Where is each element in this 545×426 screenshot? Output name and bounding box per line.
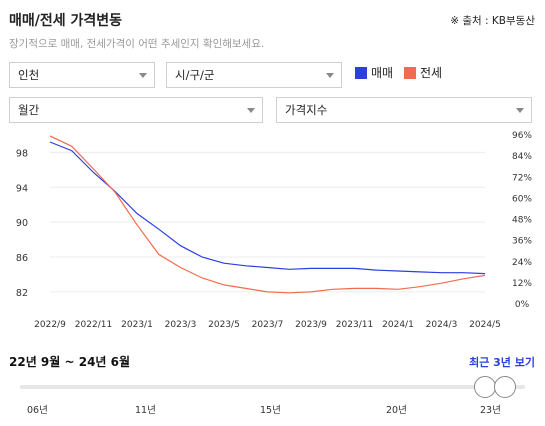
x-tick-label: 2024/3	[426, 320, 458, 330]
period-type-select[interactable]: 월간	[9, 97, 263, 123]
legend-sale-label: 매매	[371, 66, 394, 80]
source-note: ※ 출처 : KB부동산	[450, 15, 535, 27]
x-tick-label: 2023/5	[208, 320, 240, 330]
y-left-tick-label: 98	[16, 148, 28, 159]
legend-jeonse[interactable]: 전세	[404, 64, 442, 81]
year-tick: 11년	[135, 405, 156, 416]
y-right-tick-label: 12%	[512, 279, 532, 289]
index-type-select-value: 가격지수	[285, 103, 328, 117]
price-index-chart: 82 86 90 94 98 0% 12% 24% 36% 48% 60% 72% 84% 96% 20…	[16, 131, 533, 330]
series-line-전세	[49, 135, 486, 294]
range-slider-end-handle[interactable]	[494, 376, 516, 398]
range-slider-track[interactable]	[20, 385, 525, 389]
y-right-tick-label: 24%	[512, 258, 532, 268]
chevron-down-icon	[139, 73, 147, 78]
y-right-tick-label: 60%	[512, 194, 532, 204]
sale-color-swatch	[355, 66, 367, 79]
district-select[interactable]: 시/구/군	[166, 62, 342, 88]
y-right-tick-label: 96%	[512, 131, 532, 141]
chevron-down-icon	[326, 73, 334, 78]
x-tick-label: 2022/9	[34, 320, 66, 330]
x-tick-label: 2023/3	[165, 320, 197, 330]
page-subtitle: 장기적으로 매매, 전세가격이 어떤 추세인지 확인해보세요.	[9, 38, 265, 50]
range-slider-start-handle[interactable]	[474, 376, 496, 398]
series-line-매매	[49, 141, 486, 275]
y-right-tick-label: 84%	[512, 152, 532, 162]
y-right-tick-label: 72%	[512, 173, 532, 183]
legend-jeonse-label: 전세	[420, 66, 443, 80]
y-left-tick-label: 90	[16, 218, 28, 229]
x-tick-label: 2024/5	[469, 320, 501, 330]
index-type-select[interactable]: 가격지수	[276, 97, 532, 123]
year-tick: 06년	[27, 405, 48, 416]
x-tick-label: 2023/7	[252, 320, 284, 330]
region-select-value: 인천	[18, 68, 40, 82]
x-tick-label: 2023/9	[295, 320, 327, 330]
period-type-select-value: 월간	[18, 103, 40, 117]
y-left-tick-label: 86	[16, 253, 28, 264]
year-tick: 15년	[260, 405, 281, 416]
page-title: 매매/전세 가격변동	[9, 13, 123, 29]
y-right-tick-label: 36%	[512, 237, 532, 247]
y-left-tick-label: 82	[16, 288, 28, 299]
district-select-value: 시/구/군	[175, 68, 215, 82]
y-right-tick-label: 0%	[515, 300, 530, 310]
x-tick-label: 2023/11	[336, 320, 373, 330]
region-select[interactable]: 인천	[9, 62, 155, 88]
period-range-label: 22년 9월 ~ 24년 6월	[9, 355, 131, 369]
year-tick: 20년	[386, 405, 407, 416]
y-right-tick-label: 48%	[512, 216, 532, 226]
year-tick: 23년	[480, 405, 501, 416]
x-tick-label: 2022/11	[75, 320, 112, 330]
x-tick-label: 2024/1	[382, 320, 414, 330]
chevron-down-icon	[516, 108, 524, 113]
legend-sale[interactable]: 매매	[355, 64, 393, 81]
jeonse-color-swatch	[404, 66, 416, 79]
recent-3-years-button[interactable]: 최근 3년 보기	[469, 356, 535, 369]
chevron-down-icon	[247, 108, 255, 113]
x-tick-label: 2023/1	[121, 320, 153, 330]
y-left-tick-label: 94	[16, 183, 28, 194]
